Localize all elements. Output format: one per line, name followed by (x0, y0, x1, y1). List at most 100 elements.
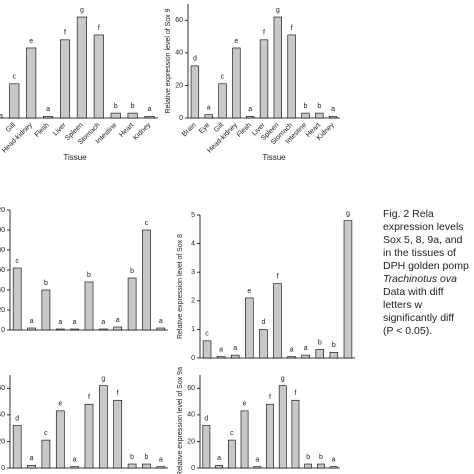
y-tick-label: 0 (191, 465, 195, 472)
value-label: g (346, 211, 350, 218)
value-label: f (291, 25, 293, 32)
value-label: b (114, 103, 118, 110)
value-label: b (145, 454, 149, 461)
bar (218, 83, 227, 119)
value-label: b (130, 454, 134, 461)
value-label: a (332, 457, 336, 464)
bar (127, 112, 138, 119)
y-tick-label: 0 (1, 327, 5, 334)
caption-line: expression levels (383, 221, 464, 233)
bar (329, 351, 339, 359)
bar (245, 297, 254, 359)
bar (328, 116, 338, 119)
x-tick-label: Flesh (236, 122, 253, 139)
value-label: d (261, 319, 265, 326)
bar (12, 425, 22, 469)
value-label: f (263, 30, 265, 37)
bar (0, 114, 3, 119)
bar (240, 410, 249, 469)
bar (266, 403, 274, 469)
value-label: a (219, 346, 223, 353)
y-tick-label: 60 (0, 385, 5, 392)
bar (202, 425, 211, 469)
value-label: c (205, 331, 209, 338)
bar (317, 463, 325, 469)
bar (9, 83, 20, 119)
bar (273, 283, 282, 359)
value-label: f (277, 273, 279, 280)
caption-line: Data with diff (383, 286, 444, 298)
value-label: a (217, 455, 221, 462)
bar (41, 439, 51, 469)
value-label: b (306, 454, 310, 461)
value-label: d (15, 415, 19, 422)
y-tick-label: 20 (0, 307, 5, 314)
bar (144, 116, 155, 119)
value-label: f (294, 390, 296, 397)
value-label: c (145, 220, 149, 227)
y-tick-label: 5 (191, 212, 195, 219)
bar (215, 465, 223, 469)
bar (301, 354, 310, 359)
y-tick-label: 60 (175, 17, 183, 24)
y-tick-label: 3 (191, 269, 195, 276)
caption-line: Fig. 2 Rela (383, 208, 434, 220)
bar (156, 327, 166, 331)
bar (156, 466, 166, 469)
y-tick-label: 4 (191, 240, 195, 247)
value-label: a (116, 317, 120, 324)
y-tick-label: 2 (191, 298, 195, 305)
bar (202, 340, 212, 359)
x-axis-label: Tissue (262, 153, 286, 162)
y-tick-label: 60 (0, 267, 5, 274)
bar (246, 116, 255, 119)
bar (27, 327, 36, 331)
value-label: e (247, 288, 251, 295)
x-tick-label: Eye (198, 122, 212, 136)
x-tick-label: Flesh (34, 122, 51, 139)
bar (27, 465, 36, 469)
y-tick-label: 0 (179, 115, 183, 122)
y-tick-label: 20 (175, 82, 183, 89)
value-label: f (117, 390, 119, 397)
bar (59, 39, 71, 119)
value-label: f (269, 394, 271, 401)
value-label: a (148, 106, 152, 113)
bar (84, 281, 94, 331)
value-label: c (15, 258, 19, 265)
caption: Fig. 2 Rela expression levels Sox 5, 8, 9a… (383, 208, 474, 338)
value-label: a (233, 345, 237, 352)
bar (41, 289, 51, 331)
bar (113, 399, 123, 469)
bar (287, 356, 296, 359)
value-label: e (243, 401, 247, 408)
caption-line: Trachinotus ova (383, 273, 457, 285)
bar (315, 349, 325, 359)
value-label: b (87, 272, 91, 279)
y-tick-label: 40 (0, 287, 5, 294)
bar (142, 463, 151, 469)
caption-line: DPH golden pomp (383, 260, 469, 272)
value-label: a (30, 318, 34, 325)
bar (278, 385, 287, 469)
bar (329, 466, 338, 469)
caption-line: in the tissues of (383, 247, 456, 259)
y-tick-label: 20 (0, 438, 5, 445)
bar (113, 326, 123, 331)
value-label: a (73, 457, 77, 464)
bar (84, 403, 94, 469)
caption-line: Sox 5, 8, 9a, and (383, 234, 463, 246)
value-label: e (29, 38, 33, 45)
bar (227, 439, 236, 469)
y-axis-label: Relative expression level of Sox 9 (165, 8, 172, 113)
bar (70, 328, 79, 331)
bar (259, 329, 268, 359)
value-label: a (290, 346, 294, 353)
panel: dBrainaEyecGilleHead-kidneyaFleshfLiverg… (0, 7, 158, 162)
value-label: a (46, 106, 50, 113)
value-label: c (13, 74, 17, 81)
value-label: b (318, 339, 322, 346)
bar (99, 328, 108, 331)
